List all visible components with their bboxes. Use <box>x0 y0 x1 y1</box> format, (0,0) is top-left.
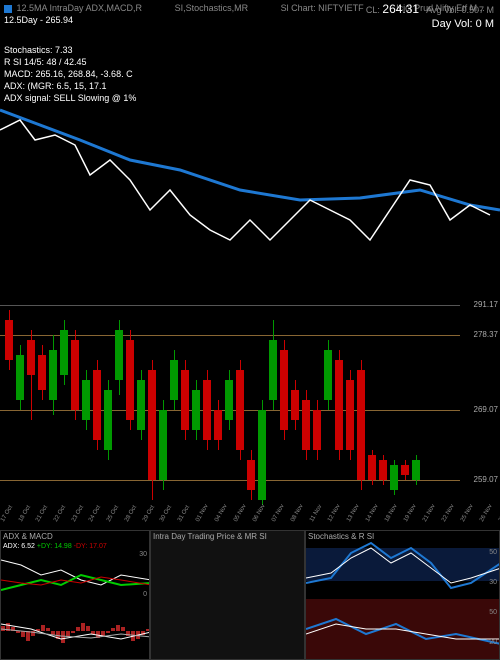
cl-val: 264.31 <box>382 2 419 16</box>
intraday-panel: Intra Day Trading Price & MR SI <box>150 530 305 660</box>
stoch-rsi-panel: Stochastics & R SI 5030 5020 <box>305 530 500 660</box>
avgvol: Avg Vol: 0.507 M <box>426 5 494 15</box>
stoch-val: Stochastics: 7.33 <box>4 44 496 56</box>
rsi-val: R SI 14/5: 48 / 42.45 <box>4 56 496 68</box>
hdr-c: Sl Chart: NIFTYIETF <box>281 3 364 13</box>
hdr-a: 12.5MA IntraDay ADX,MACD,R <box>17 3 143 13</box>
dayvol: Day Vol: 0 M <box>366 18 494 30</box>
indicator-panels: ADX & MACD ADX: 6.52 +DY: 14.98 -DY: 17.… <box>0 530 500 660</box>
adx-macd-panel: ADX & MACD ADX: 6.52 +DY: 14.98 -DY: 17.… <box>0 530 150 660</box>
macd-val: MACD: 265.16, 268.84, -3.68. C <box>4 68 496 80</box>
header-info: 12.5MA IntraDay ADX,MACD,R SI,Stochastic… <box>0 0 500 90</box>
candlestick-chart: 291.17278.37269.07259.07 <box>0 280 500 510</box>
hdr-b: SI,Stochastics,MR <box>175 3 249 13</box>
legend-swatch <box>4 5 12 13</box>
ma-line-chart <box>0 90 500 270</box>
date-axis: 17 Oct18 Oct21 Oct22 Oct23 Oct24 Oct25 O… <box>0 510 460 530</box>
cl-lbl: CL: <box>366 5 380 15</box>
